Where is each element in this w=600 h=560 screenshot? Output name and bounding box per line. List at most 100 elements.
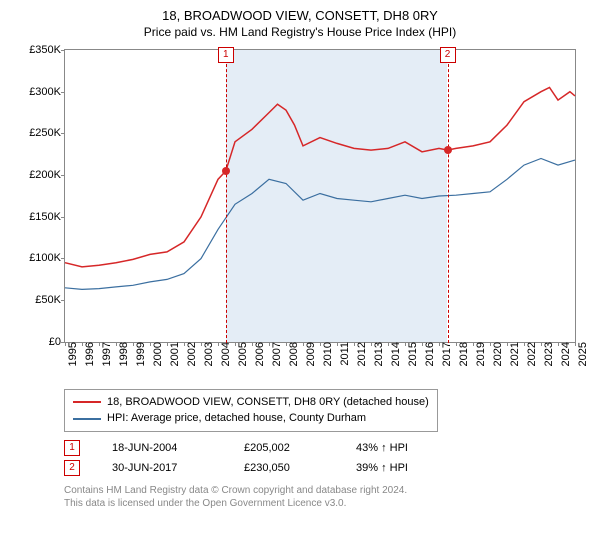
series-price-paid <box>65 87 575 266</box>
legend-swatch <box>73 418 101 420</box>
footer-line2: This data is licensed under the Open Gov… <box>64 497 584 510</box>
chart-lines <box>65 50 575 342</box>
x-tick <box>184 342 185 346</box>
sale-dot <box>444 146 452 154</box>
x-tick <box>541 342 542 346</box>
x-axis-label: 2006 <box>252 342 266 366</box>
chart-subtitle: Price paid vs. HM Land Registry's House … <box>16 25 584 39</box>
y-axis-label: £150K <box>29 211 65 223</box>
x-tick <box>439 342 440 346</box>
chart-container: 18, BROADWOOD VIEW, CONSETT, DH8 0RY Pri… <box>0 0 600 560</box>
x-tick <box>252 342 253 346</box>
x-tick <box>218 342 219 346</box>
x-axis-label: 2008 <box>286 342 300 366</box>
x-axis-label: 2022 <box>524 342 538 366</box>
x-tick <box>150 342 151 346</box>
y-axis-label: £350K <box>29 44 65 56</box>
x-tick <box>201 342 202 346</box>
legend: 18, BROADWOOD VIEW, CONSETT, DH8 0RY (de… <box>64 389 438 432</box>
y-axis-label: £250K <box>29 127 65 139</box>
footer-attribution: Contains HM Land Registry data © Crown c… <box>64 484 584 510</box>
x-tick <box>286 342 287 346</box>
legend-swatch <box>73 401 101 403</box>
x-axis-label: 1996 <box>82 342 96 366</box>
x-tick <box>388 342 389 346</box>
chart-title: 18, BROADWOOD VIEW, CONSETT, DH8 0RY <box>16 8 584 25</box>
y-axis-label: £300K <box>29 86 65 98</box>
x-tick <box>116 342 117 346</box>
sale-row: 118-JUN-2004£205,00243% ↑ HPI <box>64 440 584 456</box>
legend-label: HPI: Average price, detached house, Coun… <box>107 410 366 427</box>
x-tick <box>167 342 168 346</box>
y-tick <box>61 217 65 218</box>
x-tick <box>354 342 355 346</box>
x-tick <box>65 342 66 346</box>
x-tick <box>337 342 338 346</box>
x-tick <box>371 342 372 346</box>
x-axis-label: 2013 <box>371 342 385 366</box>
x-tick <box>82 342 83 346</box>
y-tick <box>61 300 65 301</box>
chart-box: £0£50K£100K£150K£200K£250K£300K£350K1995… <box>16 43 584 383</box>
x-axis-label: 2012 <box>354 342 368 366</box>
sale-diff: 39% ↑ HPI <box>356 462 436 474</box>
x-axis-label: 2020 <box>490 342 504 366</box>
x-axis-label: 2004 <box>218 342 232 366</box>
x-tick <box>575 342 576 346</box>
y-tick <box>61 175 65 176</box>
sale-dash-line <box>448 49 449 343</box>
x-tick <box>303 342 304 346</box>
x-axis-label: 2024 <box>558 342 572 366</box>
y-axis-label: £200K <box>29 169 65 181</box>
x-tick <box>507 342 508 346</box>
x-axis-label: 2009 <box>303 342 317 366</box>
sale-row: 2 30-JUN-2017 £230,050 39% ↑ HPI <box>64 460 584 476</box>
x-axis-label: 1998 <box>116 342 130 366</box>
sale-row-marker: 2 <box>64 460 80 476</box>
x-tick <box>456 342 457 346</box>
y-tick <box>61 50 65 51</box>
x-tick <box>558 342 559 346</box>
sale-dash-line <box>226 49 227 343</box>
x-axis-label: 2021 <box>507 342 521 366</box>
x-tick <box>99 342 100 346</box>
x-axis-label: 2019 <box>473 342 487 366</box>
x-axis-label: 2017 <box>439 342 453 366</box>
x-axis-label: 2010 <box>320 342 334 366</box>
y-axis-label: £100K <box>29 252 65 264</box>
x-tick <box>490 342 491 346</box>
y-tick <box>61 133 65 134</box>
sale-marker-box: 2 <box>440 47 456 63</box>
x-tick <box>133 342 134 346</box>
y-tick <box>61 258 65 259</box>
sale-marker-box: 1 <box>218 47 234 63</box>
sale-price: £205,002 <box>244 442 324 454</box>
x-tick <box>422 342 423 346</box>
plot-area: £0£50K£100K£150K£200K£250K£300K£350K1995… <box>64 49 576 343</box>
x-axis-label: 2018 <box>456 342 470 366</box>
x-axis-label: 2011 <box>337 342 351 366</box>
x-axis-label: 2016 <box>422 342 436 366</box>
sale-row-marker: 1 <box>64 440 80 456</box>
x-axis-label: 2000 <box>150 342 164 366</box>
x-tick <box>269 342 270 346</box>
y-tick <box>61 92 65 93</box>
x-axis-label: 1999 <box>133 342 147 366</box>
sale-price: £230,050 <box>244 462 324 474</box>
x-axis-label: 2007 <box>269 342 283 366</box>
x-axis-label: 2005 <box>235 342 249 366</box>
sale-date: 18-JUN-2004 <box>112 442 212 454</box>
legend-row: HPI: Average price, detached house, Coun… <box>73 410 429 427</box>
series-hpi <box>65 158 575 289</box>
x-axis-label: 1995 <box>65 342 79 366</box>
x-axis-label: 2025 <box>575 342 589 366</box>
sale-dot <box>222 167 230 175</box>
x-tick <box>320 342 321 346</box>
sales-table: 118-JUN-2004£205,00243% ↑ HPI230-JUN-201… <box>16 440 584 476</box>
sale-date: 30-JUN-2017 <box>112 462 212 474</box>
legend-row: 18, BROADWOOD VIEW, CONSETT, DH8 0RY (de… <box>73 394 429 411</box>
x-tick <box>235 342 236 346</box>
x-tick <box>405 342 406 346</box>
x-tick <box>473 342 474 346</box>
x-tick <box>524 342 525 346</box>
